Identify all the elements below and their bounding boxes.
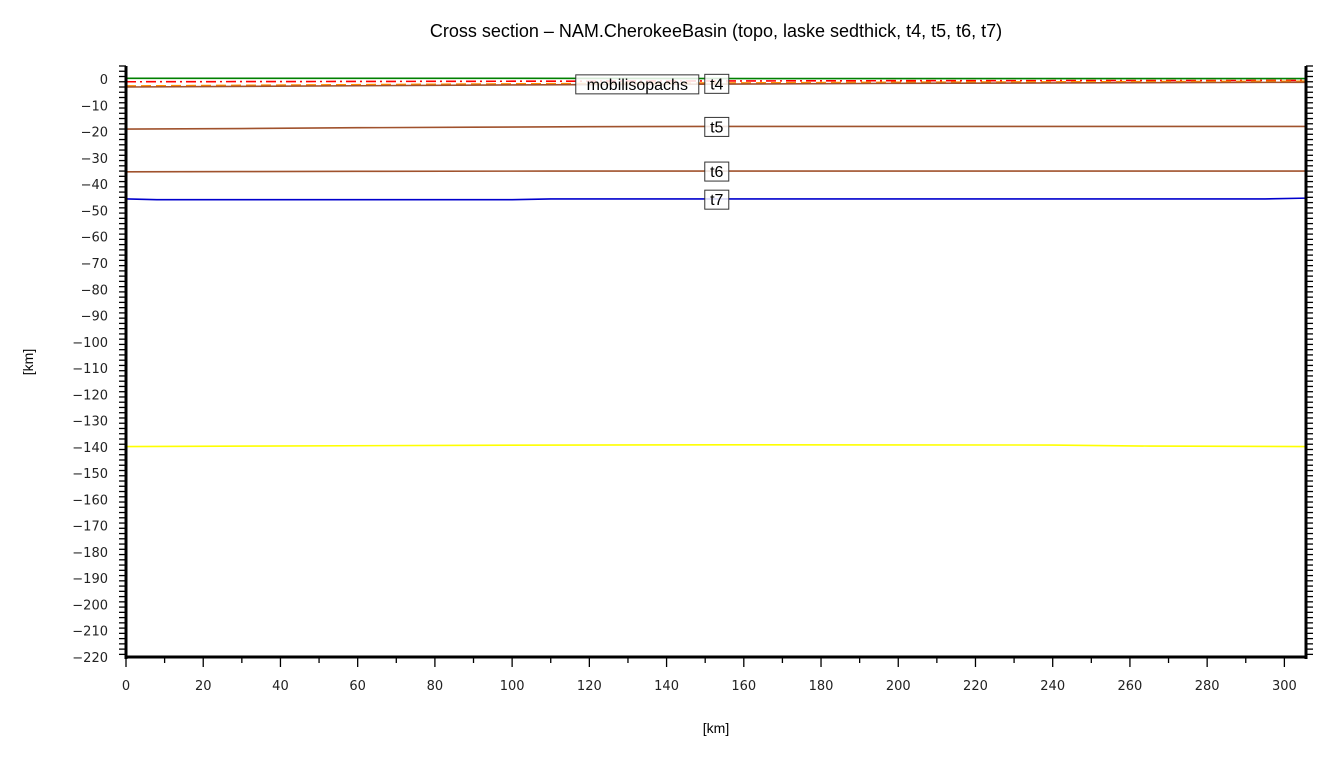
y-tick-label: −110	[72, 362, 108, 377]
y-tick-label: −120	[72, 388, 108, 403]
x-tick-label: 180	[809, 679, 834, 694]
y-tick-label: −180	[72, 546, 108, 561]
chart-title: Cross section – NAM.CherokeeBasin (topo,…	[430, 21, 1002, 41]
line-label-t4: t4	[704, 73, 730, 94]
line-label-box	[704, 116, 730, 137]
y-tick-label: −160	[72, 493, 108, 508]
x-tick-label: 140	[654, 679, 679, 694]
series-line-t7	[125, 197, 1307, 201]
x-tick-label: 280	[1195, 679, 1220, 694]
line-label-box	[704, 189, 730, 210]
line-label-mobilisopachs: mobilisopachs	[575, 74, 700, 95]
y-tick-label: 0	[100, 73, 108, 88]
line-label-text: t4	[710, 76, 723, 93]
line-label-t7: t7	[704, 189, 730, 210]
y-axis-label: [km]	[20, 349, 36, 375]
line-label-box	[575, 74, 700, 95]
x-tick-label: 20	[195, 679, 212, 694]
y-tick-label: −50	[81, 204, 108, 219]
x-axis-label: [km]	[703, 720, 729, 736]
x-tick-label: 260	[1118, 679, 1143, 694]
series-line-series-7	[125, 443, 1307, 448]
y-tick-label: −10	[81, 99, 108, 114]
line-label-text: t6	[710, 164, 723, 181]
y-tick-label: −60	[81, 231, 108, 246]
y-tick-label: −40	[81, 178, 108, 193]
line-label-box	[704, 73, 730, 94]
line-label-text: mobilisopachs	[587, 77, 688, 94]
line-label-t6: t6	[704, 161, 730, 182]
y-tick-label: −100	[72, 336, 108, 351]
y-tick-label: −130	[72, 415, 108, 430]
y-tick-label: −20	[81, 126, 108, 141]
line-label-t5: t5	[704, 116, 730, 137]
y-tick-label: −220	[72, 651, 108, 666]
x-tick-label: 40	[272, 679, 289, 694]
y-tick-label: −190	[72, 572, 108, 587]
line-label-box	[704, 161, 730, 182]
series-line-t6	[125, 170, 1306, 173]
line-label-text: t5	[710, 119, 723, 136]
x-tick-label: 220	[963, 679, 988, 694]
y-tick-label: −150	[72, 467, 108, 482]
x-tick-label: 80	[427, 679, 444, 694]
x-tick-label: 160	[731, 679, 756, 694]
y-tick-label: −30	[81, 152, 108, 167]
y-tick-label: −90	[81, 310, 108, 325]
x-tick-label: 200	[886, 679, 911, 694]
y-tick-label: −210	[72, 625, 108, 640]
x-tick-label: 100	[500, 679, 525, 694]
y-tick-label: −200	[72, 598, 108, 613]
x-tick-label: 240	[1040, 679, 1065, 694]
line-label-text: t7	[710, 192, 723, 209]
x-tick-label: 60	[349, 679, 366, 694]
x-tick-label: 0	[122, 679, 130, 694]
y-tick-label: −80	[81, 283, 108, 298]
x-tick-label: 120	[577, 679, 602, 694]
y-tick-label: −170	[72, 520, 108, 535]
x-tick-label: 300	[1272, 679, 1297, 694]
y-tick-label: −70	[81, 257, 108, 272]
y-tick-label: −140	[72, 441, 108, 456]
